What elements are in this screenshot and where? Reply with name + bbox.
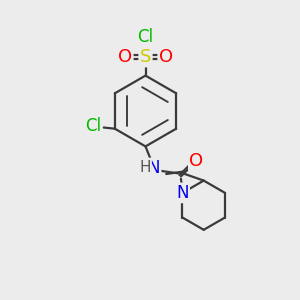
Text: Cl: Cl — [85, 117, 101, 135]
Text: S: S — [140, 48, 151, 66]
Text: N: N — [148, 159, 160, 177]
Text: O: O — [159, 48, 173, 66]
Text: O: O — [189, 152, 204, 170]
Text: Cl: Cl — [137, 28, 154, 46]
Text: O: O — [118, 48, 132, 66]
Text: N: N — [176, 184, 189, 202]
Text: H: H — [139, 160, 151, 175]
